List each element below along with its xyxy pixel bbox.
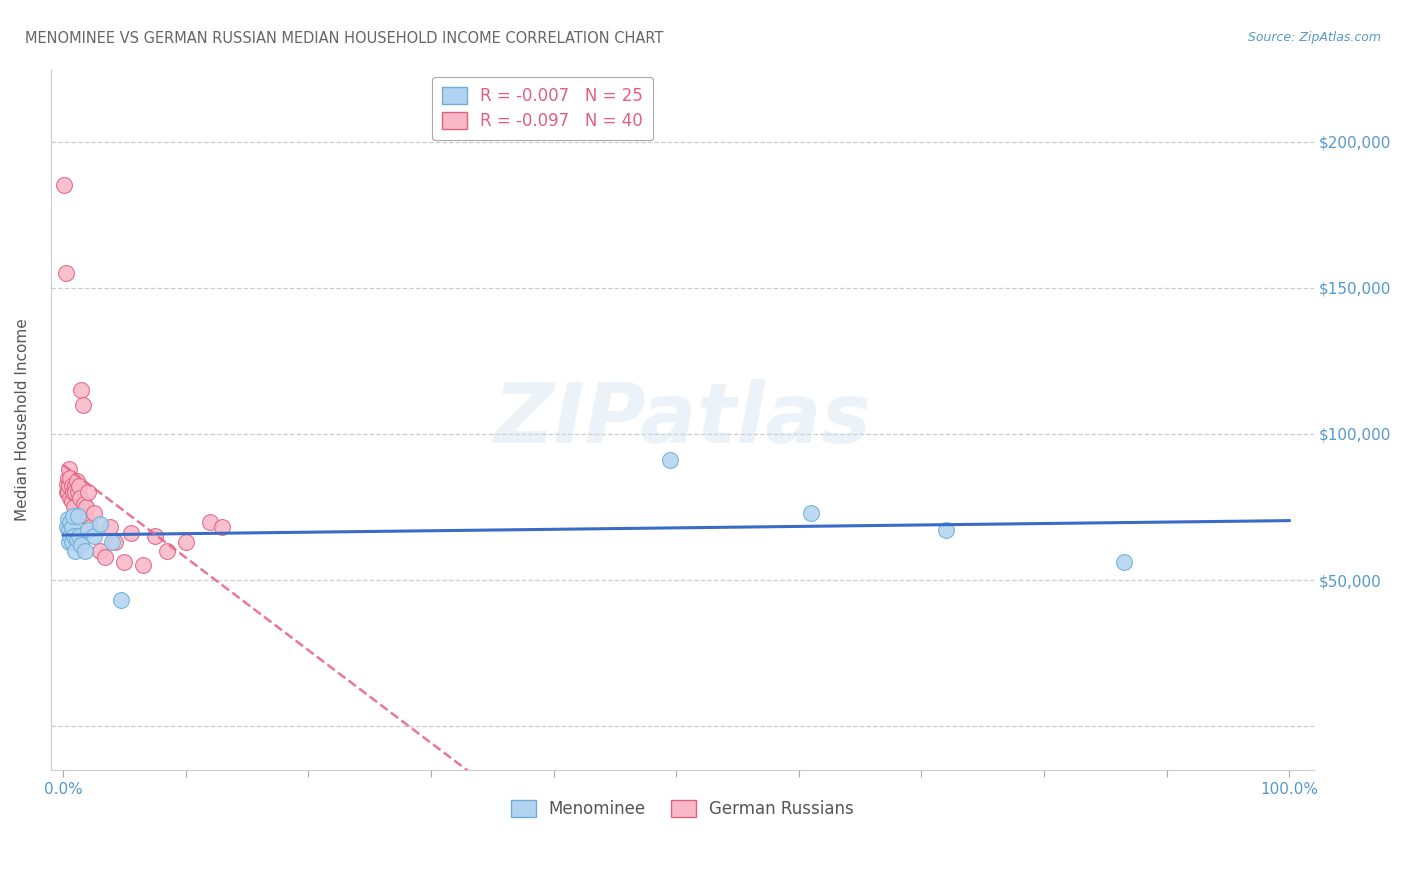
Point <box>75 543 97 558</box>
Point <box>58 535 80 549</box>
Point <box>211 520 233 534</box>
Point <box>65 474 87 488</box>
Point <box>58 479 80 493</box>
Point <box>55 476 77 491</box>
Point <box>59 529 82 543</box>
Point <box>55 266 77 280</box>
Point <box>53 178 76 193</box>
Point <box>65 479 87 493</box>
Point <box>56 471 79 485</box>
Point <box>62 508 84 523</box>
Point <box>659 453 682 467</box>
Point <box>60 535 83 549</box>
Point <box>94 549 117 564</box>
Text: Source: ZipAtlas.com: Source: ZipAtlas.com <box>1247 31 1381 45</box>
Point <box>70 538 93 552</box>
Point <box>63 529 86 543</box>
Point <box>67 529 90 543</box>
Point <box>132 558 155 573</box>
Point <box>79 520 101 534</box>
Text: ZIPatlas: ZIPatlas <box>494 379 872 459</box>
Point <box>67 479 90 493</box>
Point <box>55 520 77 534</box>
Point <box>59 515 82 529</box>
Point <box>200 515 222 529</box>
Point <box>58 524 80 538</box>
Point <box>89 517 111 532</box>
Point <box>83 529 105 543</box>
Point <box>143 529 166 543</box>
Point <box>935 524 957 538</box>
Point <box>56 511 79 525</box>
Point <box>63 500 86 514</box>
Point <box>72 398 94 412</box>
Point <box>65 532 87 546</box>
Point <box>58 462 80 476</box>
Point <box>73 497 96 511</box>
Point <box>60 494 83 508</box>
Point <box>56 485 79 500</box>
Point <box>1112 556 1135 570</box>
Point <box>62 485 84 500</box>
Point <box>174 535 197 549</box>
Y-axis label: Median Household Income: Median Household Income <box>15 318 30 521</box>
Text: MENOMINEE VS GERMAN RUSSIAN MEDIAN HOUSEHOLD INCOME CORRELATION CHART: MENOMINEE VS GERMAN RUSSIAN MEDIAN HOUSE… <box>25 31 664 46</box>
Point <box>75 500 97 514</box>
Point <box>110 593 132 607</box>
Point <box>76 485 98 500</box>
Point <box>60 520 83 534</box>
Point <box>98 520 121 534</box>
Point <box>69 491 91 505</box>
Point <box>66 508 89 523</box>
Point <box>104 535 127 549</box>
Point <box>101 535 124 549</box>
Point <box>75 508 97 523</box>
Point <box>59 491 82 505</box>
Point <box>112 556 135 570</box>
Point <box>800 506 823 520</box>
Legend: Menominee, German Russians: Menominee, German Russians <box>503 793 860 825</box>
Point <box>60 479 83 493</box>
Point <box>59 471 82 485</box>
Point <box>65 543 87 558</box>
Point <box>55 485 77 500</box>
Point <box>83 506 105 520</box>
Point <box>76 524 98 538</box>
Point <box>120 526 142 541</box>
Point <box>156 543 179 558</box>
Point <box>65 485 87 500</box>
Point <box>66 485 89 500</box>
Point <box>70 383 93 397</box>
Point <box>89 543 111 558</box>
